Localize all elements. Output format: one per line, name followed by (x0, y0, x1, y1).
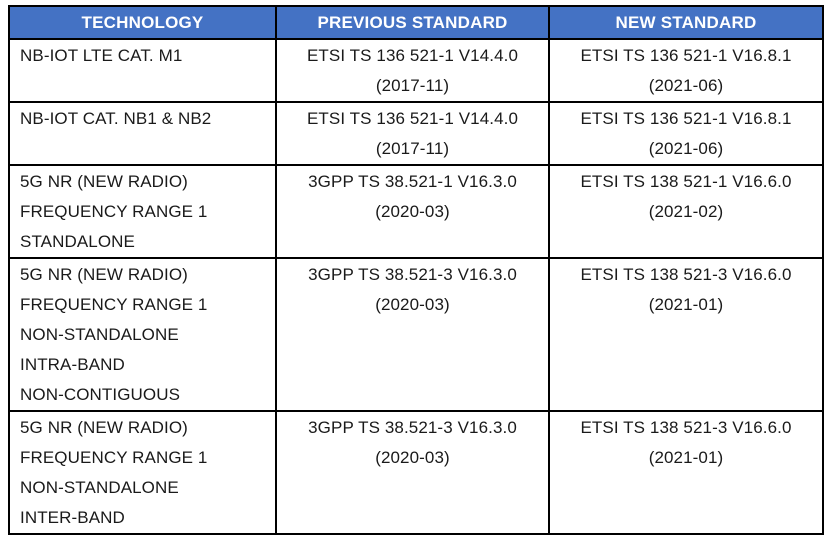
cell-technology: NB-IOT LTE CAT. M1 (8, 38, 277, 103)
cell-previous-standard: 3GPP TS 38.521-1 V16.3.0 (2020-03) (275, 164, 550, 259)
column-header-new-standard: NEW STANDARD (548, 5, 824, 40)
cell-technology: 5G NR (NEW RADIO) FREQUENCY RANGE 1 STAN… (8, 164, 277, 259)
cell-previous-standard: 3GPP TS 38.521-3 V16.3.0 (2020-03) (275, 257, 550, 412)
cell-previous-standard: 3GPP TS 38.521-3 V16.3.0 (2020-03) (275, 410, 550, 535)
cell-new-standard: ETSI TS 138 521-3 V16.6.0 (2021-01) (548, 257, 824, 412)
cell-new-standard: ETSI TS 138 521-1 V16.6.0 (2021-02) (548, 164, 824, 259)
table-row: NB-IOT LTE CAT. M1 ETSI TS 136 521-1 V14… (8, 38, 824, 103)
cell-technology: 5G NR (NEW RADIO) FREQUENCY RANGE 1 NON-… (8, 410, 277, 535)
table-header: TECHNOLOGY PREVIOUS STANDARD NEW STANDAR… (8, 5, 824, 40)
table-body: NB-IOT LTE CAT. M1 ETSI TS 136 521-1 V14… (8, 38, 824, 535)
table-row: NB-IOT CAT. NB1 & NB2 ETSI TS 136 521-1 … (8, 101, 824, 166)
cell-technology: NB-IOT CAT. NB1 & NB2 (8, 101, 277, 166)
cell-new-standard: ETSI TS 138 521-3 V16.6.0 (2021-01) (548, 410, 824, 535)
header-row: TECHNOLOGY PREVIOUS STANDARD NEW STANDAR… (8, 5, 824, 40)
cell-new-standard: ETSI TS 136 521-1 V16.8.1 (2021-06) (548, 101, 824, 166)
table-row: 5G NR (NEW RADIO) FREQUENCY RANGE 1 NON-… (8, 257, 824, 412)
cell-previous-standard: ETSI TS 136 521-1 V14.4.0 (2017-11) (275, 101, 550, 166)
standards-table-container: TECHNOLOGY PREVIOUS STANDARD NEW STANDAR… (8, 5, 824, 535)
cell-technology: 5G NR (NEW RADIO) FREQUENCY RANGE 1 NON-… (8, 257, 277, 412)
standards-table: TECHNOLOGY PREVIOUS STANDARD NEW STANDAR… (8, 5, 824, 535)
table-row: 5G NR (NEW RADIO) FREQUENCY RANGE 1 NON-… (8, 410, 824, 535)
cell-previous-standard: ETSI TS 136 521-1 V14.4.0 (2017-11) (275, 38, 550, 103)
table-row: 5G NR (NEW RADIO) FREQUENCY RANGE 1 STAN… (8, 164, 824, 259)
column-header-technology: TECHNOLOGY (8, 5, 277, 40)
column-header-previous-standard: PREVIOUS STANDARD (275, 5, 550, 40)
cell-new-standard: ETSI TS 136 521-1 V16.8.1 (2021-06) (548, 38, 824, 103)
